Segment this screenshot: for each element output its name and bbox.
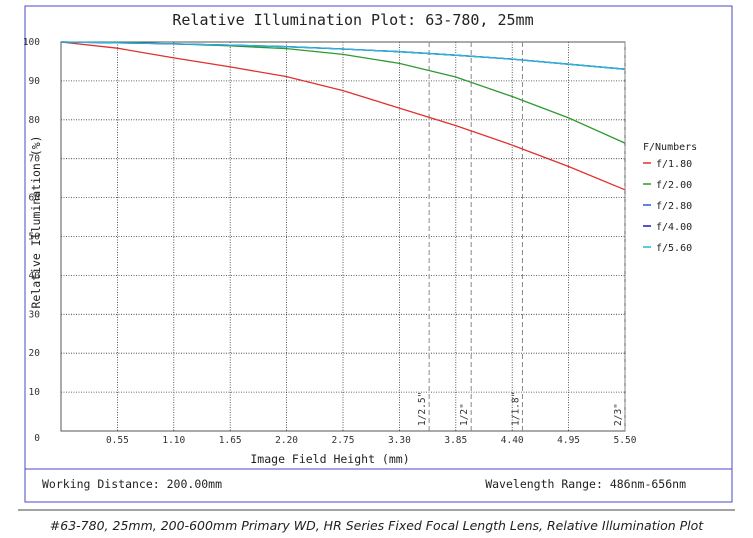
x-tick-label: 1.10 (162, 435, 185, 446)
y-tick-label: 40 (29, 270, 41, 281)
working-distance: Working Distance: 200.00mm (42, 477, 222, 491)
chart-title: Relative Illumination Plot: 63-780, 25mm (172, 11, 533, 29)
sensor-marker-label: 2/3" (613, 403, 624, 426)
x-tick-label: 1.65 (219, 435, 242, 446)
y-axis-ticks: 0 10 20 30 40 50 60 70 80 90 100 (23, 37, 40, 444)
x-tick-label: 0.55 (106, 435, 129, 446)
series-lines (60, 41, 626, 191)
series-line-f-1-80 (60, 41, 626, 191)
y-tick-label: 50 (29, 232, 41, 243)
outer-frame (24, 5, 733, 503)
legend-entry: f/4.00 (656, 222, 692, 233)
sensor-marker-label: 1/2" (459, 403, 470, 426)
legend: F/Numbers f/1.80 f/2.00 f/2.80 f/4.00 f/5.60 (643, 142, 697, 254)
x-tick-label: 3.30 (388, 435, 411, 446)
sensor-markers: 1/2.5" 1/2" 1/1.8" 2/3" (417, 42, 626, 431)
figure-caption: #63-780, 25mm, 200-600mm Primary WD, HR … (49, 518, 704, 533)
x-axis-ticks: 0.55 1.10 1.65 2.20 2.75 3.30 3.85 4.40 4.95 5.50 (106, 435, 637, 446)
x-tick-label: 4.95 (557, 435, 580, 446)
grid (61, 42, 625, 431)
legend-title: F/Numbers (643, 142, 697, 153)
x-axis-label: Image Field Height (mm) (250, 452, 409, 466)
x-tick-label: 3.85 (444, 435, 467, 446)
legend-entry: f/2.00 (656, 180, 692, 191)
x-tick-label: 2.20 (275, 435, 298, 446)
x-tick-label: 2.75 (332, 435, 355, 446)
wavelength-range: Wavelength Range: 486nm-656nm (485, 477, 686, 491)
y-tick-label: 20 (29, 348, 41, 359)
legend-entry: f/2.80 (656, 201, 692, 212)
y-tick-label: 0 (34, 433, 40, 444)
legend-entry: f/5.60 (656, 243, 692, 254)
y-tick-label: 60 (29, 193, 41, 204)
y-tick-label: 100 (23, 37, 40, 48)
series-line-f-5-60 (60, 41, 626, 70)
y-axis-label: Relative Illumination (%) (29, 135, 43, 308)
y-tick-label: 30 (29, 309, 41, 320)
sensor-marker-label: 1/2.5" (417, 392, 428, 426)
y-tick-label: 80 (29, 115, 41, 126)
x-tick-label: 4.40 (501, 435, 524, 446)
x-tick-label: 5.50 (614, 435, 637, 446)
y-tick-label: 70 (29, 154, 41, 165)
legend-entry: f/1.80 (656, 159, 692, 170)
y-tick-label: 90 (29, 76, 41, 87)
sensor-marker-label: 1/1.8" (510, 392, 521, 426)
y-tick-label: 10 (29, 387, 41, 398)
